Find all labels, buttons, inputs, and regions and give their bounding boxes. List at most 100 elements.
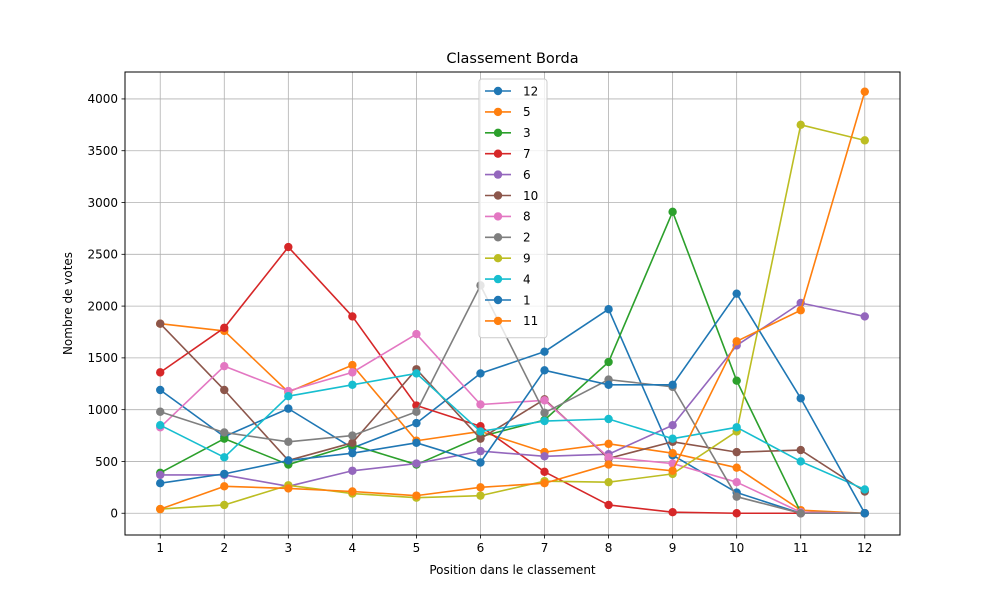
data-point: [476, 458, 485, 467]
data-point: [156, 319, 165, 328]
legend-label: 4: [523, 272, 531, 286]
data-point: [604, 439, 613, 449]
legend-box: [478, 78, 548, 339]
data-point: [540, 396, 549, 405]
series-layer: [156, 87, 869, 518]
legend-swatch-marker: [493, 212, 503, 221]
data-point: [156, 368, 165, 377]
data-point: [540, 366, 549, 375]
data-point: [220, 428, 229, 437]
series-line: [159, 211, 865, 515]
data-point: [732, 447, 741, 457]
legend-label: 7: [523, 147, 531, 161]
series-line: [159, 91, 866, 510]
x-tick-label: 3: [285, 541, 293, 555]
data-point: [604, 357, 613, 367]
data-point: [476, 483, 485, 492]
legend-item-11: 11: [485, 314, 538, 328]
legend-label: 11: [523, 314, 538, 328]
data-point: [156, 421, 165, 430]
data-point: [220, 500, 229, 510]
series-4: [156, 369, 869, 494]
data-point: [284, 437, 293, 446]
data-point: [860, 312, 869, 321]
series-line: [159, 284, 865, 515]
series-10: [156, 319, 869, 496]
data-point: [860, 509, 869, 518]
data-point: [412, 491, 421, 500]
series-line: [160, 322, 865, 515]
data-point: [732, 492, 741, 501]
legend-swatch-marker: [493, 107, 503, 117]
data-point: [668, 421, 677, 430]
data-point: [412, 407, 421, 416]
data-point: [412, 459, 421, 468]
y-tick-label: 1000: [87, 403, 118, 417]
data-point: [540, 452, 549, 461]
legend-swatch-marker: [493, 86, 503, 96]
data-point: [220, 469, 229, 479]
y-axis-label: Nombre de votes: [61, 252, 75, 355]
legend-item-6: 6: [485, 168, 531, 182]
data-point: [540, 408, 549, 417]
data-point: [796, 306, 805, 315]
x-tick-label: 11: [793, 541, 808, 555]
ticks: 1 2 3 4 5 6 7 8 9 10 11 120500100015002000250030003…: [87, 92, 872, 555]
legend-swatch-marker: [493, 254, 503, 263]
x-tick-label: 4: [349, 541, 357, 555]
data-point: [284, 242, 293, 252]
series-line: [160, 302, 865, 488]
data-point: [604, 477, 613, 487]
data-point: [860, 136, 869, 145]
data-point: [796, 457, 805, 466]
legend-label: 3: [523, 126, 531, 140]
plot-frame: [124, 71, 901, 536]
data-point: [348, 466, 357, 475]
data-point: [796, 509, 805, 518]
series-line: [159, 308, 865, 515]
data-point: [220, 434, 229, 443]
data-point: [476, 434, 485, 443]
data-point: [732, 289, 741, 298]
data-point: [348, 312, 357, 321]
legend-swatch-marker: [493, 128, 503, 137]
data-point: [604, 500, 613, 510]
series-line: [159, 323, 866, 493]
data-point: [348, 360, 357, 370]
data-point: [796, 120, 805, 130]
legend-item-12: 12: [485, 84, 538, 98]
data-point: [540, 416, 549, 426]
legend-swatch-marker: [493, 191, 503, 200]
legend-item-9: 9: [485, 252, 531, 266]
series-line: [159, 372, 866, 491]
data-point: [604, 304, 613, 314]
legend-swatch-marker: [493, 274, 503, 284]
data-point: [220, 361, 229, 371]
legend-label: 9: [523, 252, 531, 266]
data-point: [668, 434, 677, 443]
x-tick-label: 1: [156, 541, 164, 555]
x-tick-label: 5: [413, 541, 421, 555]
data-point: [732, 376, 741, 385]
data-point: [860, 485, 869, 494]
data-point: [476, 400, 485, 409]
data-point: [796, 394, 805, 403]
legend-item-2: 2: [485, 231, 531, 245]
x-tick-label: 6: [477, 541, 485, 555]
data-point: [348, 448, 357, 458]
data-point: [476, 446, 485, 456]
legend-item-5: 5: [485, 105, 531, 119]
x-tick-label: 8: [605, 541, 613, 555]
data-point: [668, 380, 677, 390]
legend-item-8: 8: [485, 210, 531, 224]
series-line: [160, 292, 866, 514]
data-point: [796, 445, 805, 455]
data-point: [732, 423, 741, 432]
data-point: [476, 427, 485, 436]
data-point: [668, 448, 677, 458]
data-point: [860, 87, 869, 96]
legend-item-1: 1: [485, 293, 531, 307]
data-point: [732, 509, 741, 518]
data-point: [668, 207, 677, 217]
data-point: [284, 484, 293, 493]
